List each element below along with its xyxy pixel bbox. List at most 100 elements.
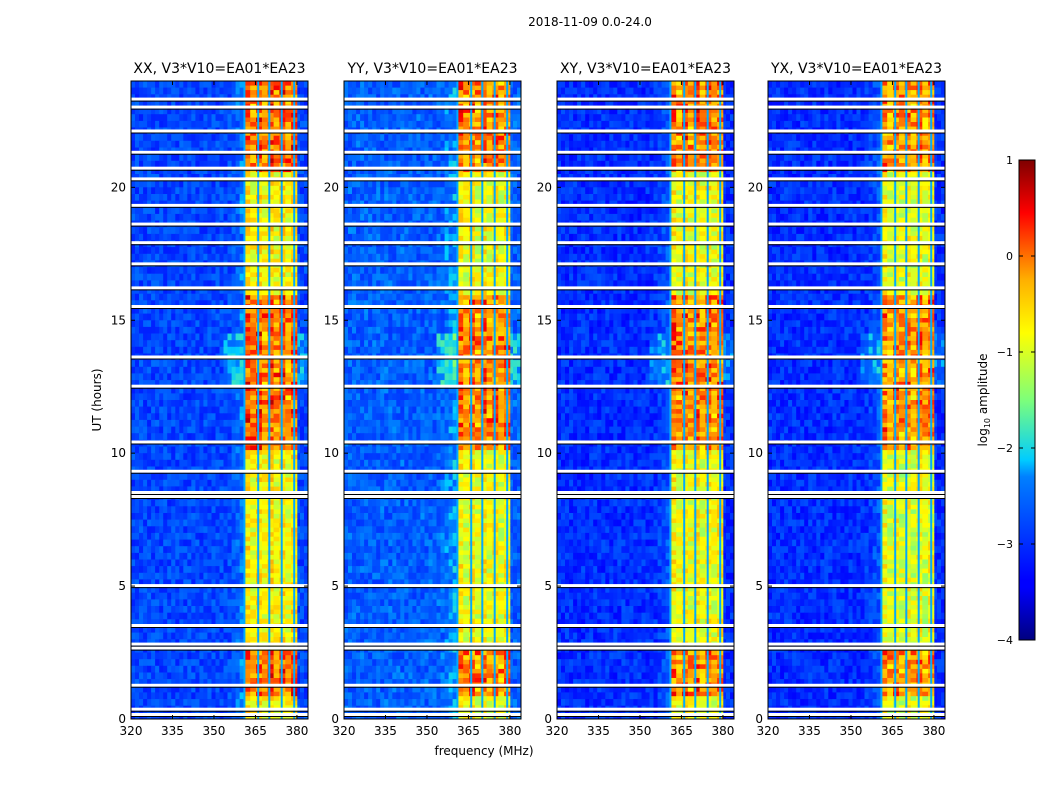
- spectrogram-cell: [159, 406, 164, 414]
- rfi-cell: [244, 295, 251, 301]
- spectrogram-cell: [187, 360, 192, 368]
- spectrogram-cell: [219, 532, 224, 540]
- spectrogram-cell: [239, 227, 244, 235]
- spectrogram-cell: [215, 473, 220, 481]
- spectrogram-cell: [147, 187, 152, 195]
- spectrogram-cell: [143, 506, 148, 514]
- spectrogram-cell: [147, 313, 152, 321]
- rfi-cell: [261, 340, 269, 346]
- spectrogram-cell: [235, 579, 240, 587]
- spectrogram-cell: [187, 619, 192, 627]
- spectrogram-cell: [187, 167, 192, 175]
- spectrogram-cell: [517, 160, 521, 168]
- spectrogram-cell: [179, 280, 184, 288]
- spectrogram-cell: [356, 180, 361, 188]
- rfi-cell: [250, 463, 257, 469]
- spectrogram-cell: [211, 479, 216, 487]
- rfi-cell: [261, 486, 269, 492]
- spectrogram-cell: [207, 526, 212, 534]
- spectrogram-cell: [195, 539, 200, 547]
- spectrogram-cell: [235, 253, 240, 261]
- spectrogram-cell: [175, 526, 180, 534]
- spectrogram-cell: [159, 479, 164, 487]
- spectrogram-cell: [171, 446, 176, 454]
- spectrogram-cell: [203, 539, 208, 547]
- spectrogram-cell: [191, 665, 196, 673]
- spectrogram-cell: [400, 107, 405, 115]
- spectrogram-cell: [171, 586, 176, 594]
- spectrogram-cell: [227, 592, 232, 600]
- spectrogram-cell: [235, 81, 240, 88]
- spectrogram-cell: [203, 446, 208, 454]
- rfi-cell: [244, 386, 251, 392]
- spectrogram-cell: [195, 659, 200, 667]
- spectrogram-cell: [183, 346, 188, 354]
- rfi-cell: [250, 194, 257, 200]
- spectrogram-cell: [219, 280, 224, 288]
- rfi-subchannel-line: [280, 81, 283, 719]
- spectrogram-cell: [348, 140, 353, 148]
- spectrogram-cell: [432, 81, 437, 88]
- flagged-row: [131, 642, 308, 646]
- spectrogram-cell: [235, 626, 240, 633]
- rfi-cell: [261, 336, 269, 342]
- spectrogram-cell: [211, 87, 216, 95]
- spectrogram-cell: [295, 287, 301, 294]
- spectrogram-cell: [444, 160, 449, 168]
- spectrogram-cell: [159, 599, 164, 607]
- spectrogram-cell: [376, 114, 381, 122]
- spectrogram-cell: [448, 134, 453, 142]
- spectrogram-cell: [388, 180, 393, 188]
- spectrogram-cell: [231, 606, 236, 613]
- rfi-cell: [244, 249, 251, 255]
- rfi-subchannel-line: [293, 81, 296, 719]
- spectrogram-cell: [203, 267, 208, 275]
- spectrogram-cell: [139, 513, 144, 520]
- spectrogram-cell: [211, 486, 216, 494]
- spectrogram-cell: [183, 300, 188, 308]
- spectrogram-cell: [356, 81, 361, 88]
- spectrogram-cell: [155, 247, 160, 255]
- spectrogram-cell: [147, 366, 152, 374]
- spectrogram-cell: [508, 167, 514, 175]
- spectrogram-cell: [159, 307, 164, 314]
- spectrogram-cell: [203, 519, 208, 527]
- spectrogram-cell: [428, 134, 433, 142]
- spectrogram-cell: [215, 486, 220, 494]
- spectrogram-cell: [135, 586, 140, 594]
- spectrogram-cell: [215, 406, 220, 414]
- spectrogram-cell: [159, 426, 164, 434]
- spectrogram-cell: [151, 692, 156, 700]
- spectrogram-cell: [187, 579, 192, 587]
- spectrogram-cell: [163, 632, 168, 640]
- spectrogram-cell: [183, 180, 188, 188]
- spectrogram-cell: [235, 247, 240, 255]
- spectrogram-cell: [215, 280, 220, 288]
- spectrogram-cell: [227, 140, 232, 148]
- spectrogram-cell: [304, 659, 308, 667]
- rfi-cell: [261, 395, 269, 401]
- spectrogram-cell: [235, 180, 240, 188]
- rfi-cell: [244, 313, 251, 319]
- spectrogram-cell: [191, 307, 196, 314]
- spectrogram-cell: [147, 659, 152, 667]
- spectrogram-cell: [135, 579, 140, 587]
- spectrogram-cell: [195, 459, 200, 467]
- spectrogram-cell: [207, 213, 212, 221]
- spectrogram-cell: [199, 406, 204, 414]
- spectrogram-cell: [187, 413, 192, 421]
- rfi-cell: [285, 664, 292, 670]
- rfi-cell: [285, 678, 292, 683]
- spectrogram-cell: [227, 114, 232, 122]
- spectrogram-cell: [231, 300, 236, 308]
- spectrogram-cell: [231, 400, 236, 407]
- spectrogram-cell: [235, 446, 240, 454]
- spectrogram-cell: [159, 692, 164, 700]
- rfi-cell: [244, 618, 251, 624]
- spectrogram-cell: [223, 413, 228, 421]
- rfi-cell: [273, 158, 280, 164]
- rfi-cell: [273, 112, 280, 118]
- spectrogram-cell: [235, 632, 240, 640]
- spectrogram-cell: [191, 273, 196, 281]
- spectrogram-cell: [300, 599, 305, 607]
